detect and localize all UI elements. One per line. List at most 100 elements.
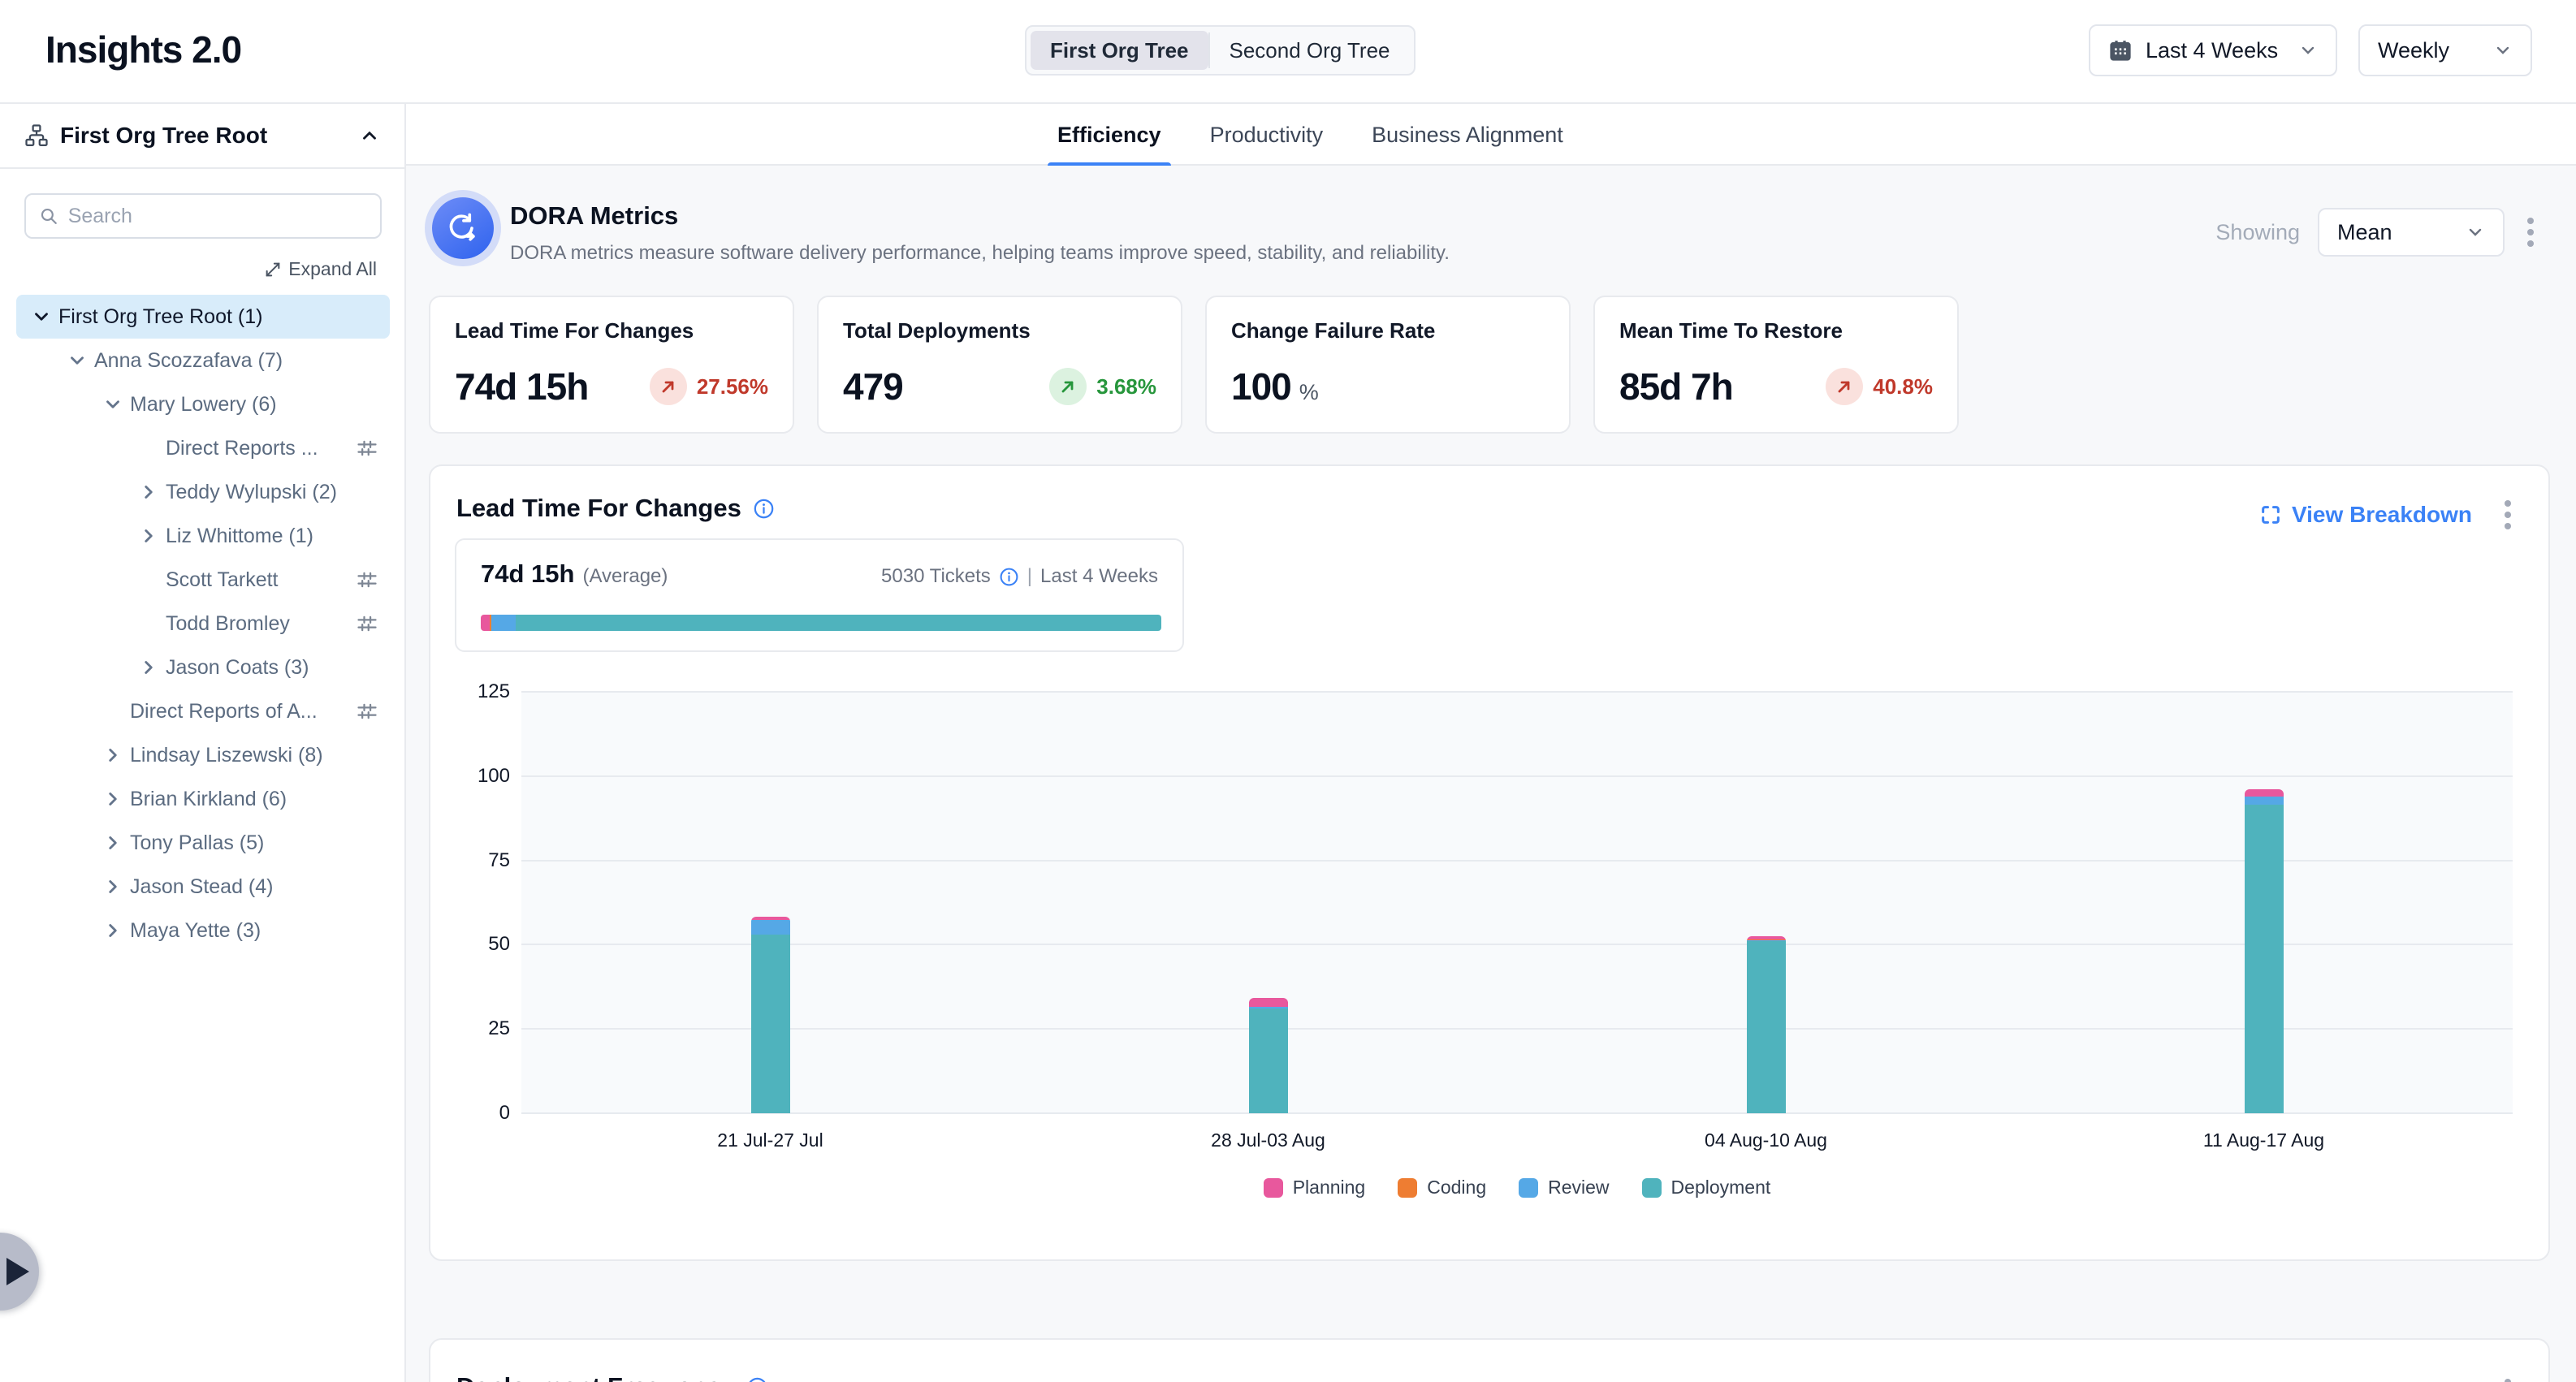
tree-row[interactable]: Brian Kirkland (6): [16, 777, 390, 821]
tree-row[interactable]: Maya Yette (3): [16, 909, 390, 952]
search-input[interactable]: [67, 204, 367, 228]
stacked-bar-11-Aug-17-Aug[interactable]: [2244, 789, 2284, 1113]
search-icon: [41, 209, 57, 224]
tree-item-label: Maya Yette (3): [130, 918, 261, 942]
progress-segment-coding: [489, 615, 492, 631]
tree-item-label: Tony Pallas (5): [130, 831, 265, 854]
showing-controls: Showing Mean: [2215, 208, 2539, 257]
breakdown-expand-icon: [2262, 506, 2280, 524]
tree-row[interactable]: Direct Reports ...: [16, 426, 390, 470]
x-axis-tick-label: 21 Jul-27 Jul: [717, 1129, 823, 1151]
progress-segment-review: [491, 615, 516, 631]
toggle-divider: [1208, 32, 1210, 68]
app-title: Insights 2.0: [45, 28, 242, 71]
expand-all-button[interactable]: Expand All: [264, 258, 377, 280]
filter-sliders-icon: [357, 615, 377, 632]
stacked-bar-21-Jul-27-Jul[interactable]: [750, 916, 790, 1113]
chevron-right-icon: [145, 661, 153, 674]
dora-metrics-icon: [432, 197, 494, 259]
showing-value: Mean: [2337, 219, 2392, 244]
metric-title: Total Deployments: [843, 318, 1031, 343]
legend-item-deployment[interactable]: Deployment: [1641, 1177, 1770, 1198]
deployment-frequency-header: Deployment Frequency: [456, 1372, 768, 1382]
phase-progress-bar: [481, 615, 1161, 631]
gridline: [521, 859, 2513, 862]
trend-badge: 27.56%: [649, 368, 768, 405]
tree-row[interactable]: Direct Reports of A...: [16, 689, 390, 733]
tree-row[interactable]: Jason Coats (3): [16, 646, 390, 689]
granularity-select[interactable]: Weekly: [2358, 24, 2532, 76]
toggle-second-org-tree[interactable]: Second Org Tree: [1229, 37, 1390, 63]
lead-time-header: Lead Time For Changes: [456, 494, 775, 523]
tree-row[interactable]: Jason Stead (4): [16, 865, 390, 909]
sidebar-header: First Org Tree Root: [0, 104, 404, 169]
deployment-frequency-panel: Deployment Frequency View Breakdown: [429, 1338, 2550, 1382]
filter-button[interactable]: [356, 612, 378, 635]
bar-segment-deployment: [1746, 941, 1786, 1113]
tree-row[interactable]: Todd Bromley: [16, 602, 390, 646]
metric-card-change-failure-rate: Change Failure Rate 100%: [1205, 296, 1571, 434]
filter-button[interactable]: [356, 568, 378, 591]
bar-segment-planning: [1248, 997, 1288, 1008]
deployment-frequency-title: Deployment Frequency: [456, 1372, 735, 1382]
legend-item-planning[interactable]: Planning: [1263, 1177, 1365, 1198]
tree-row[interactable]: Tony Pallas (5): [16, 821, 390, 865]
metric-title: Lead Time For Changes: [455, 318, 694, 343]
granularity-value: Weekly: [2378, 37, 2450, 63]
legend-swatch: [1398, 1177, 1418, 1198]
summary-tickets: 5030 Tickets: [881, 565, 991, 587]
tree-item-label: Scott Tarkett: [166, 568, 279, 591]
legend-item-review[interactable]: Review: [1519, 1177, 1610, 1198]
deployment-frequency-view-breakdown[interactable]: View Breakdown: [2259, 1380, 2472, 1382]
metric-value: 479: [843, 365, 904, 408]
toggle-first-org-tree[interactable]: First Org Tree: [1031, 31, 1208, 70]
org-chart-icon: [25, 124, 48, 146]
filter-sliders-icon: [357, 440, 377, 456]
tree-row[interactable]: Anna Scozzafava (7): [16, 339, 390, 382]
chevron-right-icon: [109, 924, 117, 937]
info-icon[interactable]: [746, 1376, 768, 1382]
tree-row[interactable]: Scott Tarkett: [16, 558, 390, 602]
info-icon[interactable]: [999, 567, 1019, 587]
tab-efficiency[interactable]: Efficiency: [1048, 104, 1171, 167]
gridline: [521, 775, 2513, 777]
bar-segment-review: [1248, 1007, 1288, 1009]
lead-time-kebab-menu[interactable]: [2500, 495, 2516, 534]
info-icon[interactable]: [753, 498, 775, 520]
metric-value-row: 85d 7h 40.8%: [1619, 365, 1933, 408]
tree-row[interactable]: Teddy Wylupski (2): [16, 470, 390, 514]
dora-kebab-menu[interactable]: [2522, 213, 2539, 252]
tree-row[interactable]: First Org Tree Root (1): [16, 295, 390, 339]
collapse-chevron-up-icon[interactable]: [359, 125, 380, 146]
stacked-bar-04-Aug-10-Aug[interactable]: [1746, 935, 1786, 1113]
bar-segment-review: [750, 919, 790, 935]
tab-business-alignment[interactable]: Business Alignment: [1372, 122, 1563, 147]
sidebar-title: First Org Tree Root: [60, 123, 268, 148]
date-range-select[interactable]: Last 4 Weeks: [2089, 24, 2337, 76]
filter-button[interactable]: [356, 700, 378, 723]
summary-value: 74d 15h: [481, 559, 575, 588]
tabs-row: Efficiency Productivity Business Alignment: [406, 104, 2576, 167]
lead-time-actions: View Breakdown: [2259, 495, 2516, 534]
chevron-right-icon: [109, 792, 117, 805]
sidebar-search: [24, 193, 382, 239]
org-tree-toggle: First Org Tree Second Org Tree: [1025, 25, 1416, 76]
tree-row[interactable]: Lindsay Liszewski (8): [16, 733, 390, 777]
y-axis-tick-label: 100: [477, 764, 510, 787]
tree-item-label: Anna Scozzafava (7): [94, 348, 283, 372]
chevron-down-icon: [106, 400, 119, 408]
metric-card-lead-time-for-changes: Lead Time For Changes 74d 15h 27.56%: [429, 296, 794, 434]
y-axis-tick-label: 0: [499, 1102, 510, 1124]
showing-select[interactable]: Mean: [2318, 208, 2505, 257]
deployment-frequency-kebab-menu[interactable]: [2500, 1374, 2516, 1382]
filter-button[interactable]: [356, 437, 378, 460]
lead-time-view-breakdown[interactable]: View Breakdown: [2259, 502, 2472, 528]
stacked-bar-28-Jul-03-Aug[interactable]: [1248, 997, 1288, 1113]
cycle-arrows-icon: [449, 213, 475, 241]
tree-row[interactable]: Mary Lowery (6): [16, 382, 390, 426]
tree-row[interactable]: Liz Whittome (1): [16, 514, 390, 558]
tab-productivity[interactable]: Productivity: [1209, 122, 1324, 147]
trend-up-arrow-icon: [1838, 381, 1850, 393]
legend-item-coding[interactable]: Coding: [1398, 1177, 1486, 1198]
tree-item-label: First Org Tree Root (1): [58, 304, 263, 328]
